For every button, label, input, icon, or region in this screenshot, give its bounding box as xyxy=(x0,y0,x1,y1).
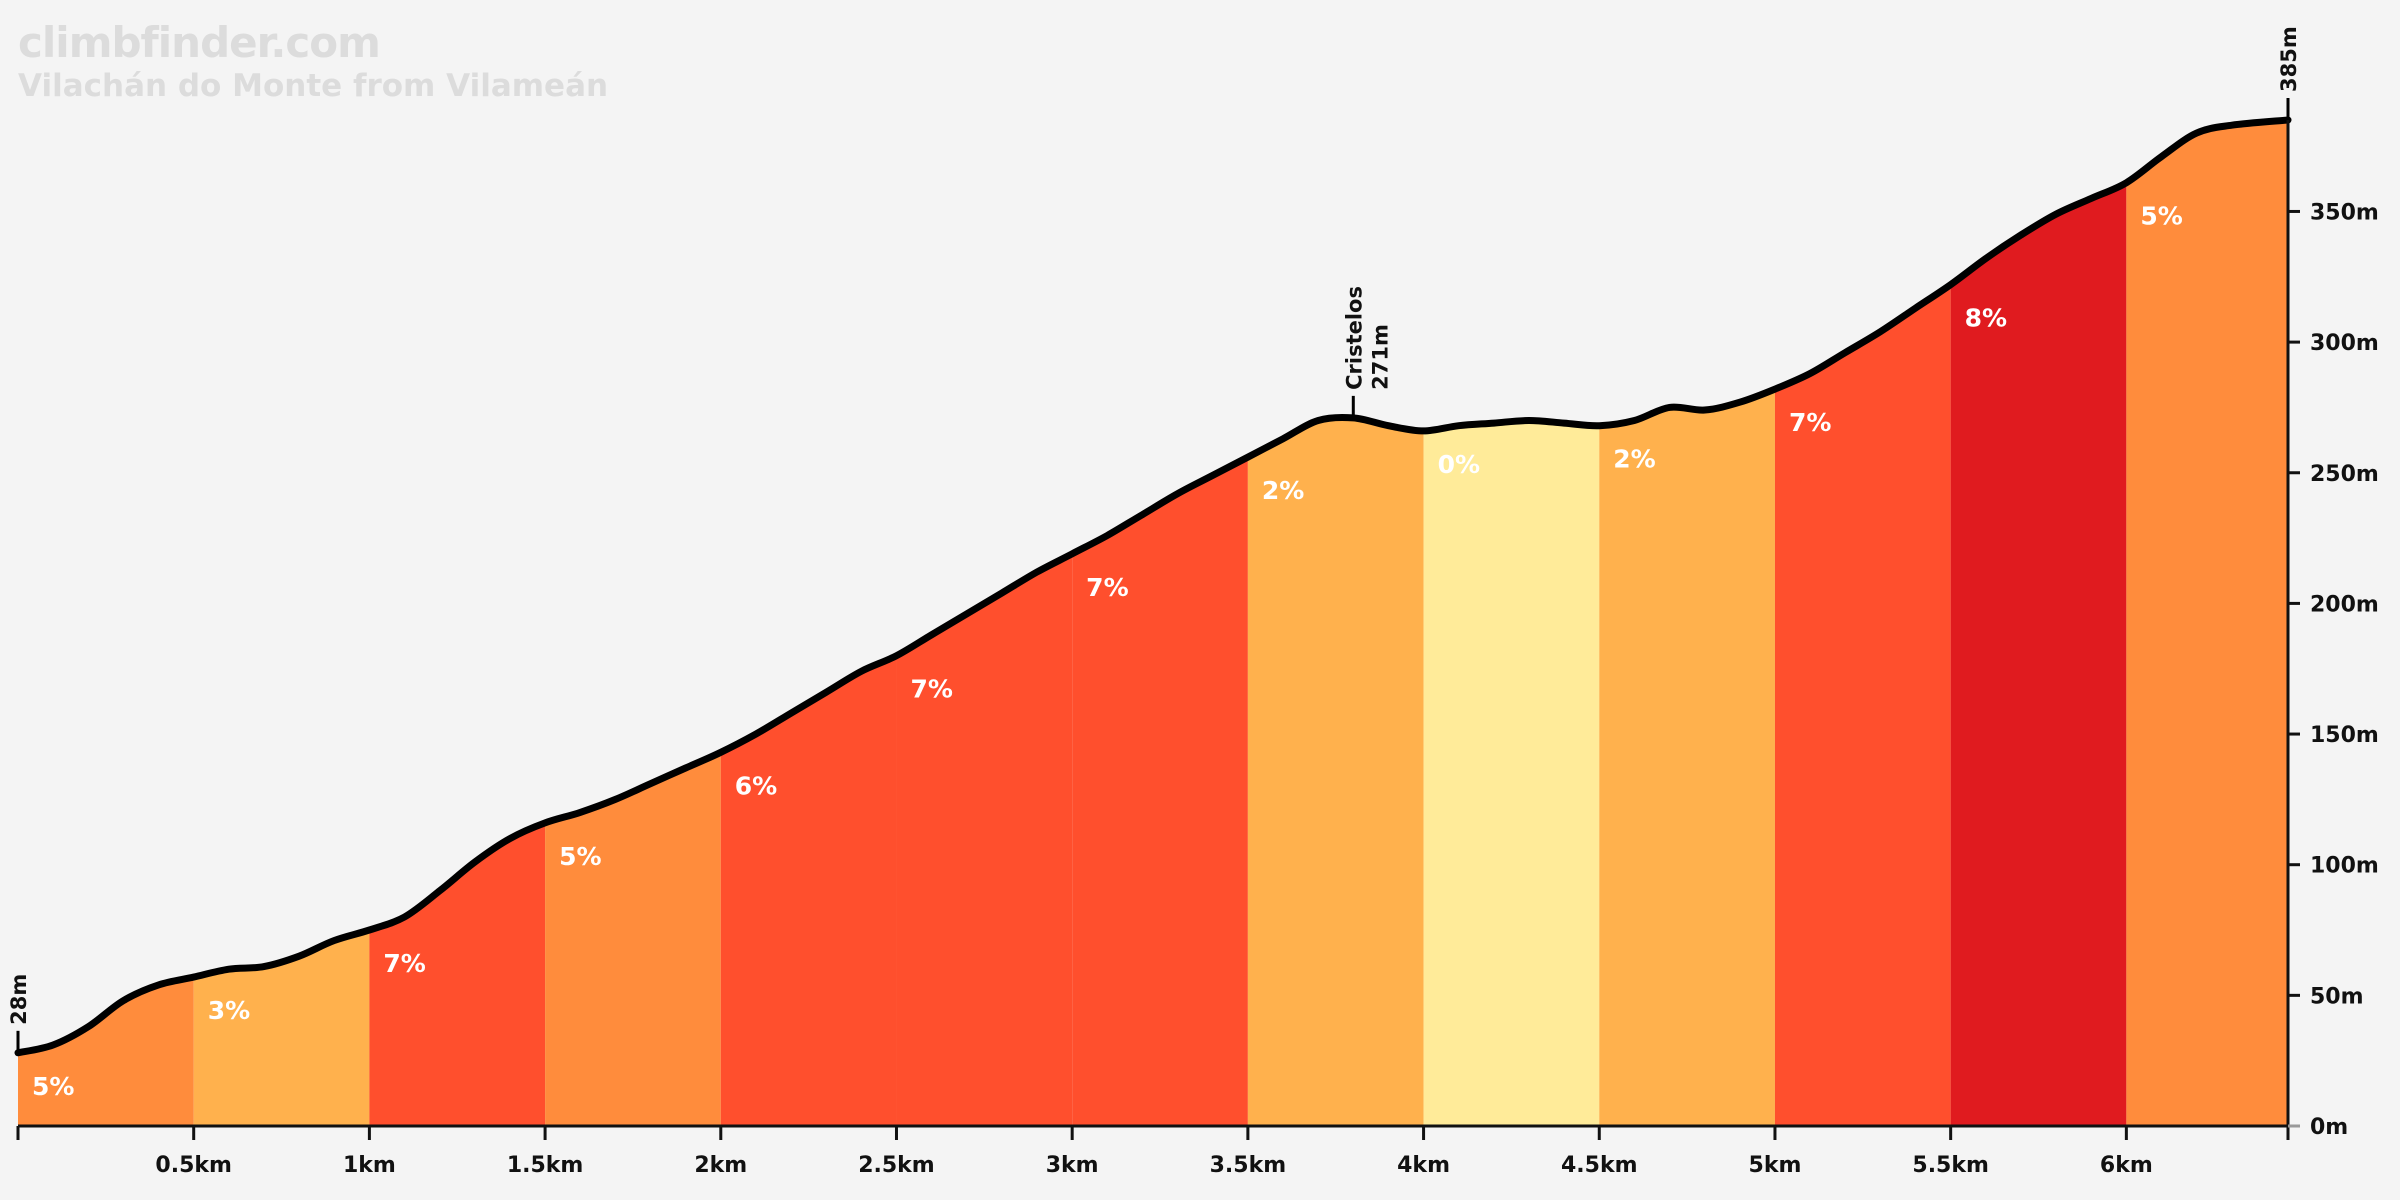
x-tick-label-2km: 2km xyxy=(694,1153,747,1178)
grade-label-6: 7% xyxy=(910,675,952,704)
grade-segment-6 xyxy=(896,120,1073,1126)
y-tick-label-50m: 50m xyxy=(2310,984,2364,1009)
annotation-name-2: Cristelos xyxy=(1342,286,1366,390)
y-tick-label-200m: 200m xyxy=(2310,592,2379,617)
x-tick-label-6km: 6km xyxy=(2100,1153,2153,1178)
grade-label-1: 5% xyxy=(32,1072,74,1101)
grade-segment-2 xyxy=(193,120,370,1126)
x-tick-label-0.5km: 0.5km xyxy=(155,1153,232,1178)
grade-segment-1 xyxy=(18,120,194,1126)
grade-label-12: 8% xyxy=(1965,304,2007,333)
grade-label-7: 7% xyxy=(1086,573,1128,602)
x-tick-label-5.5km: 5.5km xyxy=(1912,1153,1989,1178)
x-tick-label-3km: 3km xyxy=(1046,1153,1099,1178)
grade-segments xyxy=(18,120,2288,1126)
y-tick-label-0m: 0m xyxy=(2310,1115,2348,1140)
grade-segment-9 xyxy=(1423,120,1600,1126)
grade-label-3: 7% xyxy=(383,949,425,978)
grade-label-5: 6% xyxy=(735,771,777,800)
y-axis: 0m 50m 100m 150m 200m 250m 300m 350m xyxy=(2286,120,2379,1140)
grade-segment-11 xyxy=(1774,120,1951,1126)
annotation-elevation-1: 28m xyxy=(7,974,31,1025)
grade-label-10: 2% xyxy=(1613,445,1655,474)
x-tick-label-2.5km: 2.5km xyxy=(858,1153,935,1178)
annotation-elevation-2: 271m xyxy=(1368,324,1392,390)
grade-label-8: 2% xyxy=(1262,476,1304,505)
x-tick-label-1.5km: 1.5km xyxy=(507,1153,584,1178)
grade-segment-8 xyxy=(1247,120,1424,1126)
x-axis: 0.5km 1km 1.5km 2km 2.5km 3km 3.5km 4km 4.5km 5km… xyxy=(16,1124,2290,1178)
x-tick-label-4km: 4km xyxy=(1397,1153,1450,1178)
grade-label-2: 3% xyxy=(208,996,250,1025)
y-tick-label-350m: 350m xyxy=(2310,200,2379,225)
grade-segment-12 xyxy=(1950,120,2127,1126)
grade-label-13: 5% xyxy=(2140,202,2182,231)
x-tick-label-4.5km: 4.5km xyxy=(1561,1153,1638,1178)
grade-segment-4 xyxy=(545,120,721,1126)
grade-label-11: 7% xyxy=(1789,408,1831,437)
grade-label-4: 5% xyxy=(559,842,601,871)
climb-name: Vilachán do Monte from Vilameán xyxy=(18,68,609,104)
x-tick-label-5km: 5km xyxy=(1749,1153,1802,1178)
grade-label-9: 0% xyxy=(1438,450,1480,479)
y-tick-label-250m: 250m xyxy=(2310,462,2379,487)
y-tick-label-150m: 150m xyxy=(2310,723,2379,748)
point-annotations: 28m Cristelos 271m 385m xyxy=(7,26,2301,1053)
grade-labels: 5% 3% 7% 5% 6% 7% 7% 2% 0% 2% 7% 8% 5% xyxy=(32,202,2183,1101)
grade-segment-5 xyxy=(720,120,897,1126)
grade-segment-10 xyxy=(1599,120,1775,1126)
x-tick-label-3.5km: 3.5km xyxy=(1210,1153,1287,1178)
x-tick-label-1km: 1km xyxy=(343,1153,396,1178)
y-tick-label-300m: 300m xyxy=(2310,331,2379,356)
annotation-elevation-3: 385m xyxy=(2277,26,2301,92)
brand-title: climbfinder.com xyxy=(18,18,381,67)
y-tick-label-100m: 100m xyxy=(2310,854,2379,879)
grade-segment-13 xyxy=(2126,120,2288,1126)
profile-line xyxy=(14,116,2292,1057)
